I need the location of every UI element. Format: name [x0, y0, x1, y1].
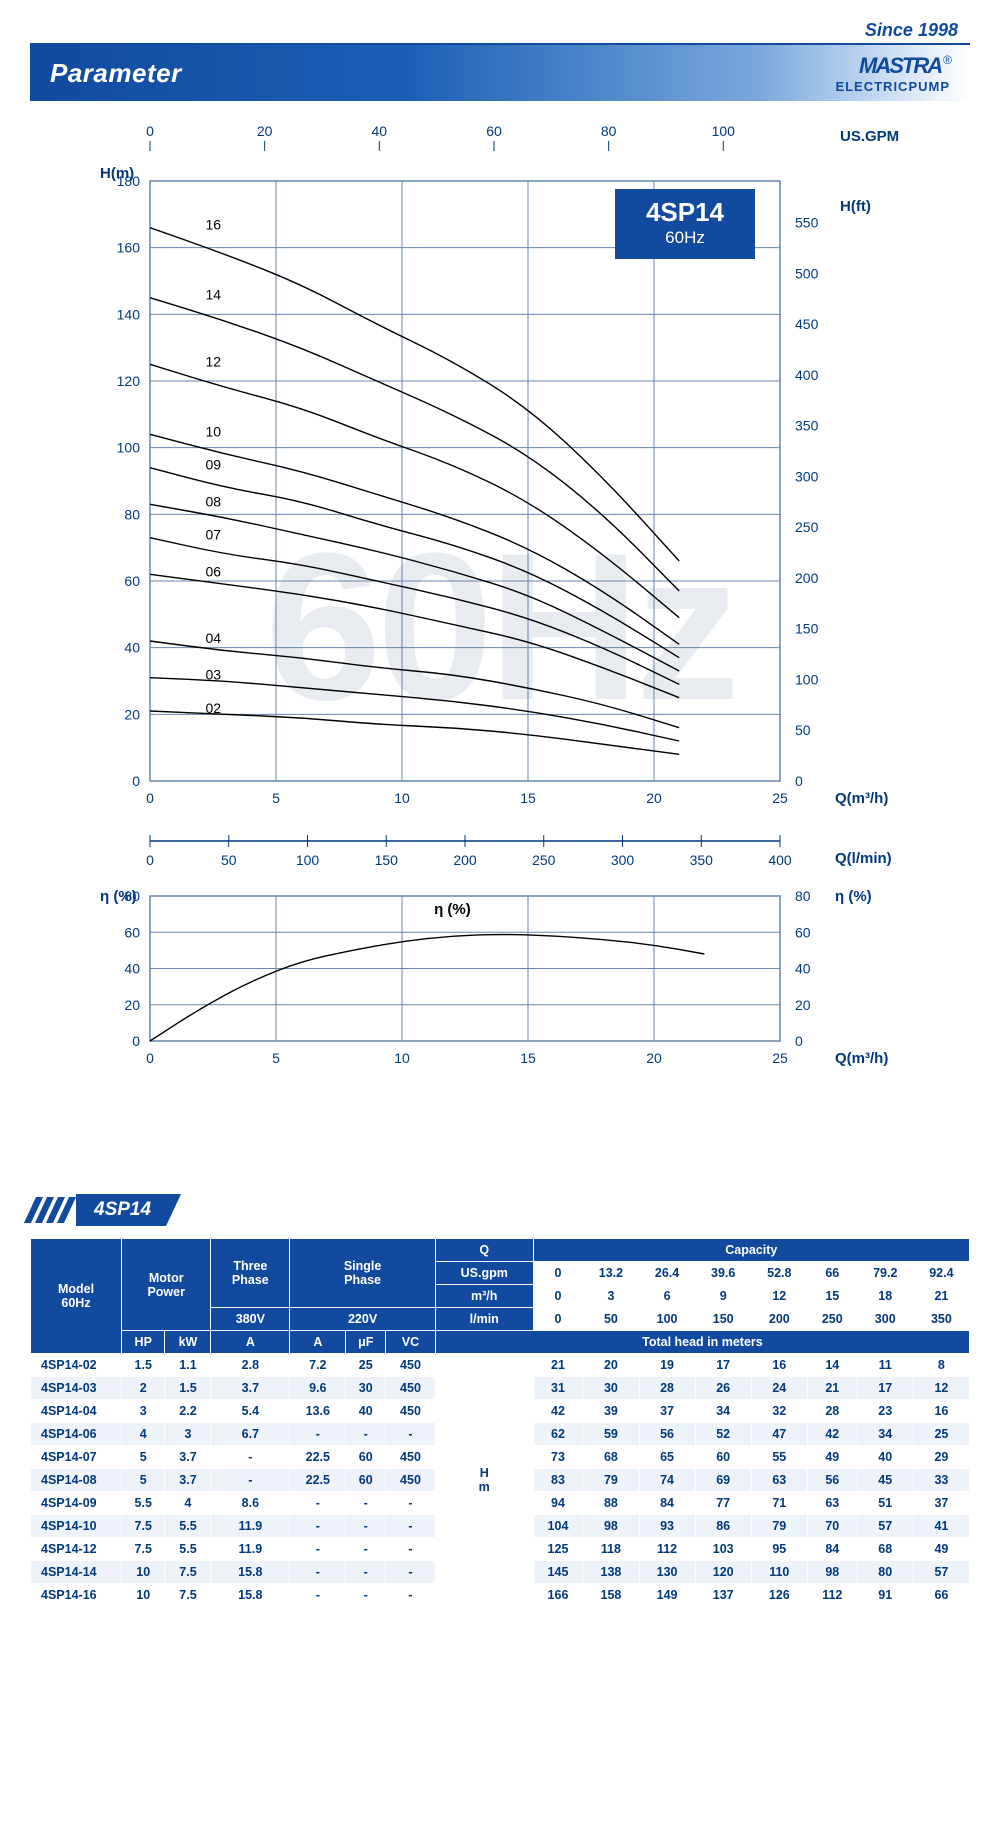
table-row: 4SP14-021.51.12.87.225450Hm2120191716141… — [31, 1354, 969, 1376]
svg-text:0: 0 — [795, 1033, 803, 1049]
svg-text:0: 0 — [146, 1050, 154, 1066]
svg-text:50: 50 — [221, 852, 237, 868]
svg-text:20: 20 — [257, 126, 273, 139]
svg-text:140: 140 — [117, 306, 141, 322]
svg-text:0: 0 — [146, 852, 154, 868]
pump-curves-svg: 020406080100US.GPMH(m)020406080100120140… — [80, 126, 960, 1166]
svg-text:03: 03 — [205, 667, 221, 683]
banner: Parameter MASTRA® ELECTRICPUMP — [30, 45, 970, 101]
svg-text:5: 5 — [272, 790, 280, 806]
svg-text:180: 180 — [117, 173, 141, 189]
svg-text:550: 550 — [795, 215, 819, 231]
svg-text:120: 120 — [117, 373, 141, 389]
svg-text:10: 10 — [205, 423, 221, 439]
svg-text:η (%): η (%) — [835, 888, 872, 905]
svg-text:40: 40 — [124, 640, 140, 656]
svg-text:160: 160 — [117, 240, 141, 256]
brand-sub: ELECTRICPUMP — [835, 79, 950, 94]
svg-text:40: 40 — [372, 126, 388, 139]
svg-text:300: 300 — [795, 468, 819, 484]
svg-text:14: 14 — [205, 287, 221, 303]
svg-text:400: 400 — [795, 367, 819, 383]
svg-text:400: 400 — [768, 852, 792, 868]
svg-text:500: 500 — [795, 265, 819, 281]
svg-text:350: 350 — [795, 418, 819, 434]
svg-text:100: 100 — [117, 440, 141, 456]
svg-text:10: 10 — [394, 1050, 410, 1066]
svg-text:350: 350 — [690, 852, 714, 868]
svg-text:08: 08 — [205, 493, 221, 509]
svg-text:80: 80 — [124, 506, 140, 522]
svg-text:20: 20 — [124, 706, 140, 722]
svg-text:0: 0 — [132, 1033, 140, 1049]
svg-text:450: 450 — [795, 316, 819, 332]
svg-text:100: 100 — [795, 671, 819, 687]
svg-text:60Hz: 60Hz — [665, 228, 705, 247]
svg-text:10: 10 — [394, 790, 410, 806]
svg-text:300: 300 — [611, 852, 635, 868]
svg-text:25: 25 — [772, 790, 788, 806]
page-title: Parameter — [50, 58, 182, 89]
svg-text:η (%): η (%) — [434, 901, 471, 918]
svg-text:0: 0 — [132, 773, 140, 789]
svg-text:60: 60 — [124, 924, 140, 940]
svg-text:06: 06 — [205, 563, 221, 579]
svg-text:60: 60 — [124, 573, 140, 589]
svg-text:60: 60 — [795, 924, 811, 940]
svg-text:H(ft): H(ft) — [840, 198, 871, 215]
svg-text:15: 15 — [520, 790, 536, 806]
svg-text:09: 09 — [205, 457, 221, 473]
svg-text:16: 16 — [205, 217, 221, 233]
table-title: 4SP14 — [76, 1194, 181, 1226]
slashes-icon — [30, 1197, 70, 1223]
since-bar: Since 1998 — [30, 20, 970, 45]
svg-text:Q(m³/h): Q(m³/h) — [835, 790, 888, 807]
svg-text:150: 150 — [375, 852, 399, 868]
svg-text:20: 20 — [795, 997, 811, 1013]
svg-text:100: 100 — [296, 852, 320, 868]
svg-text:5: 5 — [272, 1050, 280, 1066]
svg-text:200: 200 — [795, 570, 819, 586]
svg-text:Q(l/min): Q(l/min) — [835, 850, 892, 867]
svg-text:07: 07 — [205, 527, 221, 543]
svg-text:20: 20 — [124, 997, 140, 1013]
brand-logo: MASTRA® — [835, 53, 950, 79]
svg-text:0: 0 — [146, 126, 154, 139]
svg-text:50: 50 — [795, 722, 811, 738]
svg-text:04: 04 — [205, 630, 221, 646]
svg-text:0: 0 — [795, 773, 803, 789]
svg-text:02: 02 — [205, 700, 221, 716]
svg-text:60: 60 — [486, 126, 502, 139]
svg-text:12: 12 — [205, 353, 221, 369]
svg-text:100: 100 — [712, 126, 736, 139]
svg-text:0: 0 — [146, 790, 154, 806]
svg-text:40: 40 — [795, 961, 811, 977]
svg-text:4SP14: 4SP14 — [646, 197, 725, 227]
svg-text:80: 80 — [124, 888, 140, 904]
chart-area: 60Hz 020406080100US.GPMH(m)0204060801001… — [30, 126, 970, 1169]
table-header: 4SP14 — [30, 1194, 970, 1226]
svg-text:20: 20 — [646, 790, 662, 806]
spec-table: Model60HzMotorPowerThreePhaseSinglePhase… — [30, 1238, 970, 1607]
brand: MASTRA® ELECTRICPUMP — [835, 53, 950, 94]
svg-text:40: 40 — [124, 961, 140, 977]
svg-text:Q(m³/h): Q(m³/h) — [835, 1050, 888, 1067]
svg-text:15: 15 — [520, 1050, 536, 1066]
svg-text:20: 20 — [646, 1050, 662, 1066]
svg-text:80: 80 — [795, 888, 811, 904]
svg-text:250: 250 — [532, 852, 556, 868]
svg-text:25: 25 — [772, 1050, 788, 1066]
svg-text:80: 80 — [601, 126, 617, 139]
svg-text:200: 200 — [453, 852, 477, 868]
svg-text:US.GPM: US.GPM — [840, 128, 899, 145]
since-text: Since 1998 — [865, 20, 970, 40]
svg-text:250: 250 — [795, 519, 819, 535]
svg-text:150: 150 — [795, 621, 819, 637]
